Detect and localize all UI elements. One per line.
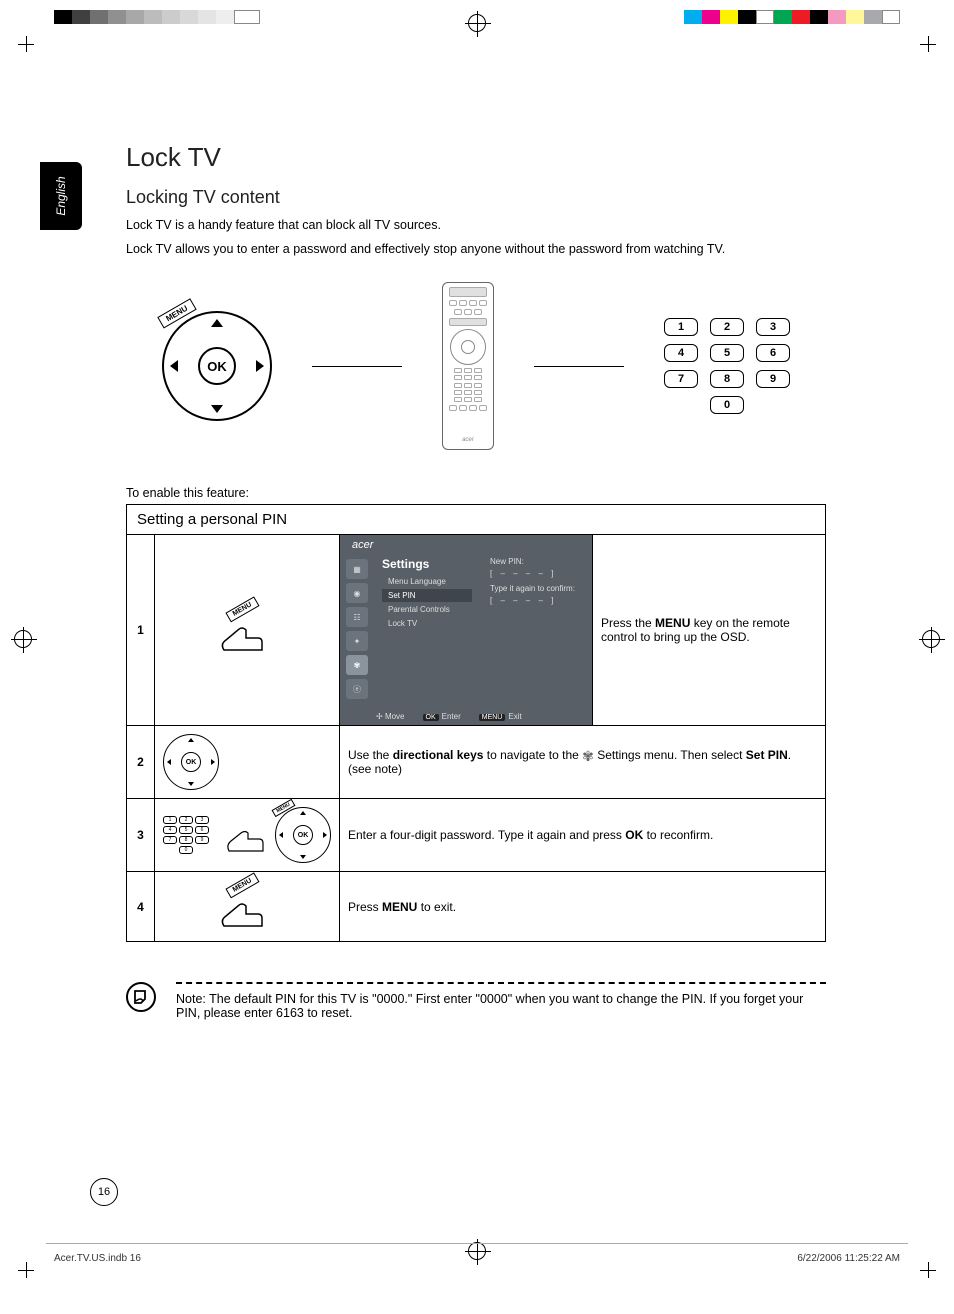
dpad-icon: OK [163,734,219,790]
dpad-icon: MENU OK [162,311,272,421]
table-caption: Setting a personal PIN [127,505,826,535]
keypad-key: 6 [756,344,790,362]
ok-button-label: OK [198,347,236,385]
keypad-key: 4 [664,344,698,362]
footer-timestamp: 6/22/2006 11:25:22 AM [797,1253,900,1264]
osd-menu: Menu LanguageSet PINParental ControlsLoc… [382,575,472,630]
press-menu-icon: MENU [212,880,282,930]
note-icon [126,982,156,1012]
step-text: Use the directional keys to navigate to … [340,726,826,799]
keypad-key: 9 [756,370,790,388]
keypad-key: 8 [710,370,744,388]
page-content: Lock TV Locking TV content Lock TV is a … [126,142,826,1020]
connector-line [534,366,624,367]
osd-sidebar: ▦ ◉ ☷ ✦ ✾ ⓔ [346,559,372,699]
cmyk-bar [684,10,900,24]
osd-menu-item: Parental Controls [382,603,472,616]
osd-footer: ✢ Move OKEnter MENUExit [376,712,584,721]
channel-icon: ☷ [346,607,368,627]
press-menu-icon: MENU [212,604,282,654]
remote-outline-icon: acer [442,282,494,450]
page-number: 16 [90,1178,118,1206]
keypad-key: 7 [664,370,698,388]
step-text: Enter a four-digit password. Type it aga… [340,799,826,872]
steps-table: Setting a personal PIN 1 MENU acer ▦ ◉ ☷… [126,504,826,942]
keypad-key: 3 [756,318,790,336]
registration-mark [468,1242,486,1260]
note-block: Note: The default PIN for this TV is "00… [126,982,826,1020]
footer-filename: Acer.TV.US.indb 16 [54,1253,141,1264]
enable-label: To enable this feature: [126,486,826,500]
keypad-key: 1 [664,318,698,336]
intro-text-2: Lock TV allows you to enter a password a… [126,242,826,256]
remote-diagram: MENU OK acer 123 456 7890 [126,282,826,450]
settings-icon: ✾ [346,655,368,675]
language-label: English [54,176,68,215]
step-number: 3 [127,799,155,872]
hand-icon [219,817,265,853]
step-diagram: MENU [155,535,340,726]
step-number: 4 [127,872,155,942]
keypad-key: 5 [710,344,744,362]
crop-mark [18,1262,34,1278]
step-text: Press the MENU key on the remote control… [593,535,826,726]
dpad-icon: MENU OK [275,807,331,863]
step-number: 2 [127,726,155,799]
remote-brand: acer [462,437,474,445]
connector-line [312,366,402,367]
footer-rule [46,1243,908,1244]
osd-screenshot: acer ▦ ◉ ☷ ✦ ✾ ⓔ Settings Menu LanguageS… [340,535,593,726]
step-diagram: MENU [155,872,340,942]
step-diagram: 1234567890 MENU OK [155,799,340,872]
menu-button-label: MENU [157,298,196,328]
options-icon: ✦ [346,631,368,651]
language-tab: English [40,162,82,230]
crop-mark [920,36,936,52]
grayscale-bar [54,10,260,24]
crop-mark [18,36,34,52]
crop-mark [920,1262,936,1278]
step-diagram: OK [155,726,340,799]
numeric-keypad: 123 456 7890 [664,318,790,414]
step-text: Press MENU to exit. [340,872,826,942]
osd-menu-item: Menu Language [382,575,472,588]
osd-menu-item: Set PIN [382,589,472,602]
osd-right-pane: New PIN: [ – – – – ] Type it again to co… [490,557,575,611]
keypad-key: 0 [710,396,744,414]
audio-icon: ◉ [346,583,368,603]
osd-heading: Settings [382,557,429,571]
step-number: 1 [127,535,155,726]
registration-mark [14,630,32,648]
keypad-key: 2 [710,318,744,336]
intro-text-1: Lock TV is a handy feature that can bloc… [126,218,826,232]
osd-brand: acer [346,537,379,553]
empowering-icon: ⓔ [346,679,368,699]
registration-mark [922,630,940,648]
page-title: Lock TV [126,142,826,173]
page-subtitle: Locking TV content [126,187,826,208]
note-text: Note: The default PIN for this TV is "00… [176,982,826,1020]
registration-mark [468,14,486,32]
picture-icon: ▦ [346,559,368,579]
osd-menu-item: Lock TV [382,617,472,630]
mini-keypad-icon: 1234567890 [163,816,209,854]
